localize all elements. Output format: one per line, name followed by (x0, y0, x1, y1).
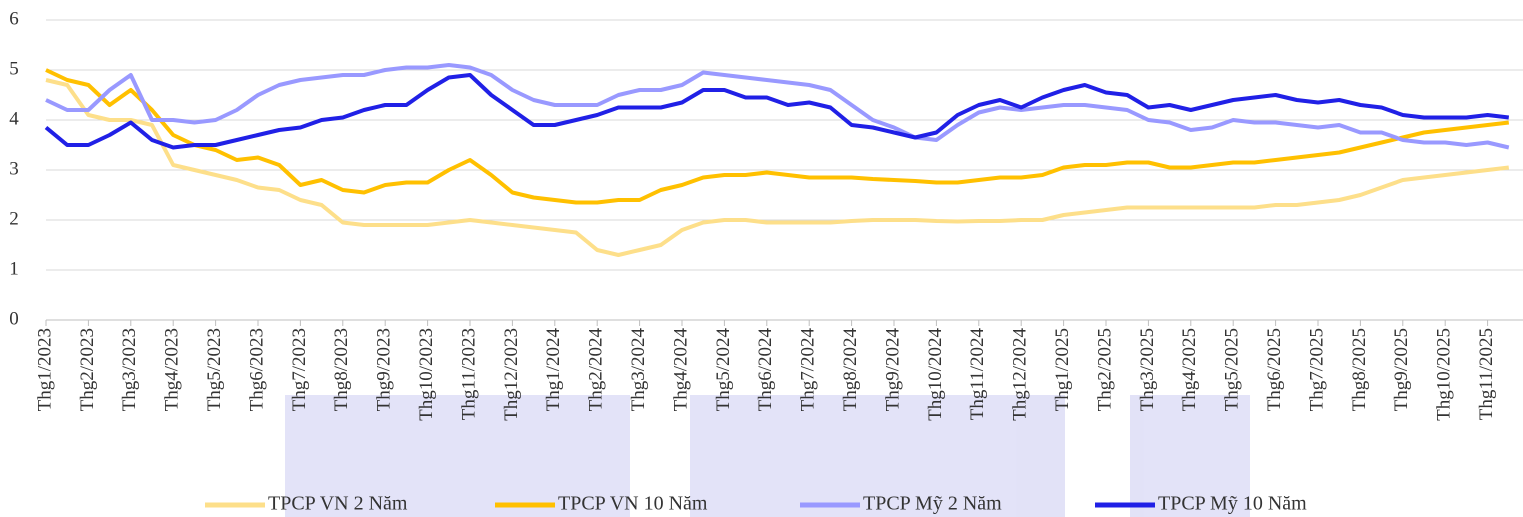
x-tick-label: Thg5/2025 (1222, 328, 1243, 411)
x-tick-label: Thg10/2024 (925, 328, 946, 421)
x-tick-label: Thg8/2023 (331, 328, 352, 411)
series-line (44, 73, 1510, 150)
x-tick-label: Thg6/2023 (246, 328, 267, 411)
x-tick-label: Thg2/2025 (1094, 328, 1115, 411)
x-tick-label: Thg12/2023 (501, 328, 522, 421)
x-tick-label: Thg7/2025 (1306, 328, 1327, 411)
x-tick-label: Thg9/2023 (374, 328, 395, 411)
legend-label: TPCP VN 2 Năm (268, 493, 408, 515)
watermark-shape (690, 395, 1065, 517)
x-tick-label: Thg4/2023 (162, 328, 183, 411)
watermark (285, 395, 1250, 517)
x-tick-label: Thg3/2023 (119, 328, 140, 411)
y-tick-label: 3 (9, 158, 19, 179)
x-tick-label: Thg6/2025 (1264, 328, 1285, 411)
y-tick-label: 4 (9, 108, 19, 129)
x-tick-label: Thg7/2023 (289, 328, 310, 411)
x-tick-label: Thg3/2025 (1137, 328, 1158, 411)
series-line (45, 63, 1510, 150)
x-tick-label: Thg8/2024 (840, 328, 861, 412)
y-tick-label: 6 (9, 8, 19, 29)
x-tick-label: Thg3/2024 (628, 328, 649, 412)
x-tick-label: Thg10/2023 (416, 328, 437, 421)
x-tick-label: Thg12/2024 (1010, 328, 1031, 421)
legend-label: TPCP Mỹ 10 Năm (1158, 493, 1307, 515)
x-tick-label: Thg7/2024 (798, 328, 819, 412)
x-tick-label: Thg6/2024 (755, 328, 776, 412)
x-tick-label: Thg8/2025 (1349, 328, 1370, 411)
x-tick-label: Thg11/2023 (458, 328, 479, 420)
x-tick-label: Thg4/2024 (670, 328, 691, 412)
y-tick-label: 5 (9, 58, 19, 79)
x-tick-label: Thg9/2024 (882, 328, 903, 412)
x-tick-label: Thg4/2025 (1179, 328, 1200, 411)
x-tick-label: Thg1/2023 (34, 328, 55, 411)
x-tick-label: Thg5/2024 (713, 328, 734, 412)
x-tick-label: Thg5/2023 (204, 328, 225, 411)
series-line (45, 78, 1510, 257)
watermark-shape (1130, 395, 1250, 517)
watermark-shape (285, 395, 630, 517)
x-tick-label: Thg1/2025 (1052, 328, 1073, 411)
legend-label: TPCP VN 10 Năm (558, 493, 708, 515)
legend-label: TPCP Mỹ 2 Năm (863, 493, 1002, 515)
y-tick-label: 0 (9, 308, 19, 329)
x-tick-label: Thg9/2025 (1391, 328, 1412, 411)
x-tick-label: Thg2/2024 (586, 328, 607, 412)
x-tick-label: Thg11/2025 (1476, 328, 1497, 420)
series-line (45, 68, 1510, 205)
y-tick-label: 2 (9, 208, 19, 229)
x-tick-label: Thg2/2023 (77, 328, 98, 411)
x-tick-label: Thg11/2024 (967, 328, 988, 421)
x-tick-label: Thg1/2024 (543, 328, 564, 412)
y-tick-label: 1 (9, 258, 19, 279)
x-tick-label: Thg10/2025 (1434, 328, 1455, 421)
